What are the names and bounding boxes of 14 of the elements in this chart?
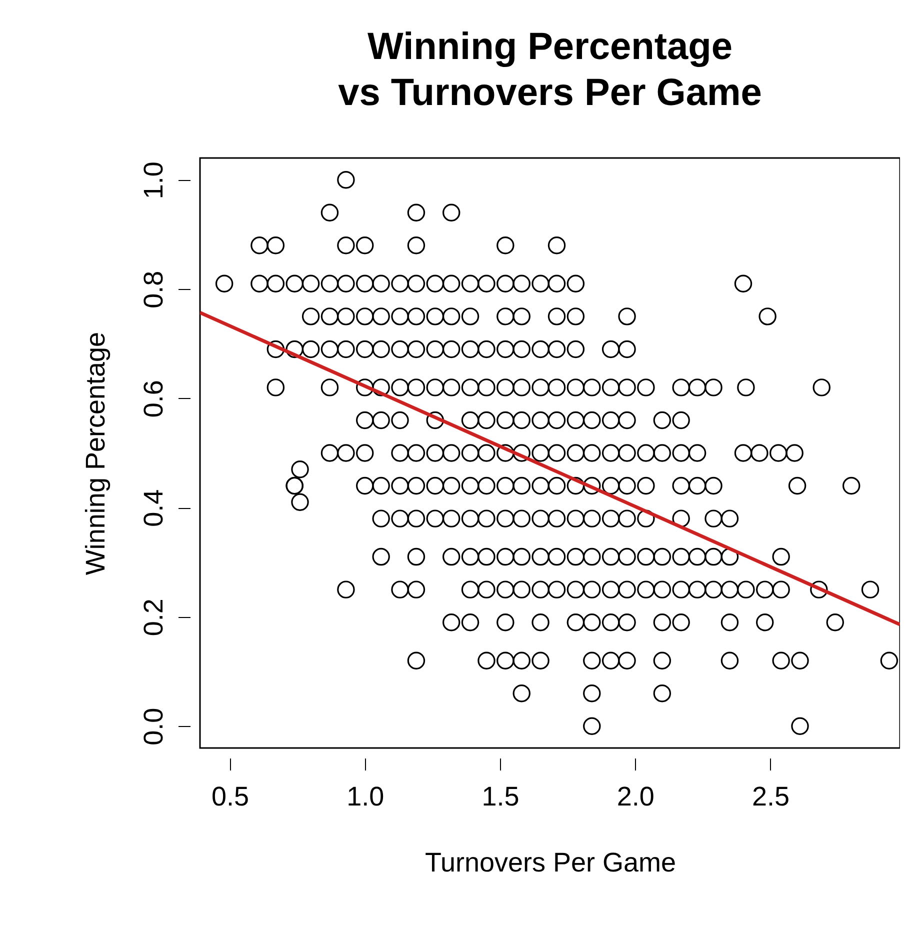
- x-tick-label: 0.5: [211, 782, 250, 812]
- x-tick-label: 2.0: [616, 782, 654, 812]
- y-tick-label: 1.0: [138, 162, 168, 200]
- x-tick-label: 1.0: [346, 782, 384, 812]
- y-tick-label: 0.0: [138, 708, 168, 746]
- x-axis-title: Turnovers Per Game: [424, 848, 676, 878]
- chart-title: Winning Percentage vs Turnovers Per Game: [338, 26, 762, 114]
- y-tick-label: 0.8: [138, 270, 168, 308]
- y-axis-title: Winning Percentage: [80, 332, 110, 576]
- y-tick-label: 0.2: [138, 598, 168, 636]
- x-tick-label: 2.5: [752, 782, 790, 812]
- y-tick-label: 0.6: [138, 380, 168, 418]
- y-tick-label: 0.4: [138, 489, 168, 527]
- x-tick-label: 1.5: [482, 782, 520, 812]
